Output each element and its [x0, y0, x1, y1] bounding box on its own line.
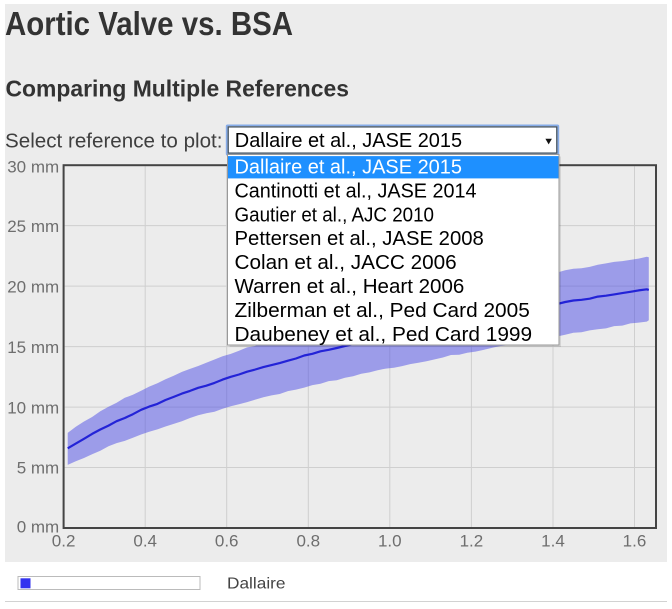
- svg-text:Daubeney et al., Ped Card 1999: Daubeney et al., Ped Card 1999: [235, 324, 533, 346]
- svg-text:0.6: 0.6: [215, 532, 239, 551]
- svg-text:Zilberman et al., Ped Card 200: Zilberman et al., Ped Card 2005: [235, 300, 530, 322]
- svg-text:Dallaire et al., JASE 2015: Dallaire et al., JASE 2015: [235, 130, 462, 152]
- svg-text:Colan et al., JACC 2006: Colan et al., JACC 2006: [235, 252, 457, 274]
- svg-text:0 mm: 0 mm: [17, 517, 60, 536]
- svg-text:Select reference to plot:: Select reference to plot:: [5, 130, 223, 152]
- svg-text:Dallaire et al., JASE 2015: Dallaire et al., JASE 2015: [235, 156, 463, 178]
- svg-text:1.2: 1.2: [460, 532, 484, 551]
- svg-text:Pettersen et al., JASE 2008: Pettersen et al., JASE 2008: [235, 228, 484, 250]
- svg-text:Comparing Multiple References: Comparing Multiple References: [6, 76, 350, 102]
- svg-text:Aortic Valve vs. BSA: Aortic Valve vs. BSA: [5, 6, 293, 43]
- svg-text:Dallaire: Dallaire: [227, 575, 286, 592]
- svg-text:0.2: 0.2: [52, 532, 76, 551]
- svg-text:30 mm: 30 mm: [7, 158, 59, 177]
- svg-text:1.6: 1.6: [623, 532, 647, 551]
- svg-text:25 mm: 25 mm: [7, 217, 59, 236]
- svg-text:1.4: 1.4: [541, 532, 565, 551]
- svg-text:Cantinotti et al., JASE 2014: Cantinotti et al., JASE 2014: [235, 180, 477, 202]
- svg-text:Gautier et al., AJC 2010: Gautier et al., AJC 2010: [235, 204, 435, 226]
- svg-text:Warren et al., Heart 2006: Warren et al., Heart 2006: [235, 276, 465, 298]
- svg-text:5 mm: 5 mm: [17, 459, 60, 478]
- svg-text:15 mm: 15 mm: [7, 338, 59, 357]
- svg-text:1.0: 1.0: [378, 532, 402, 551]
- svg-text:0.8: 0.8: [296, 532, 320, 551]
- svg-text:0.4: 0.4: [133, 532, 157, 551]
- svg-text:20 mm: 20 mm: [7, 277, 59, 296]
- svg-text:10 mm: 10 mm: [7, 398, 59, 417]
